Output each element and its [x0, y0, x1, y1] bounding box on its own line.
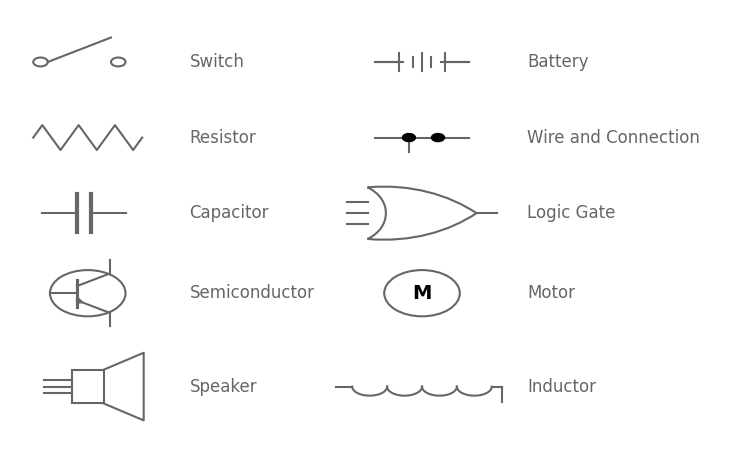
Text: Resistor: Resistor — [189, 129, 256, 147]
Text: Logic Gate: Logic Gate — [527, 204, 615, 222]
Text: Speaker: Speaker — [189, 378, 257, 395]
Circle shape — [402, 134, 416, 142]
Text: Battery: Battery — [527, 53, 589, 71]
Text: Motor: Motor — [527, 284, 575, 302]
Circle shape — [431, 134, 445, 142]
Text: Semiconductor: Semiconductor — [189, 284, 315, 302]
Text: Inductor: Inductor — [527, 378, 596, 395]
Text: M: M — [413, 284, 432, 303]
Text: Capacitor: Capacitor — [189, 204, 269, 222]
Bar — [72, 370, 104, 404]
Text: Switch: Switch — [189, 53, 245, 71]
Text: Wire and Connection: Wire and Connection — [527, 129, 700, 147]
